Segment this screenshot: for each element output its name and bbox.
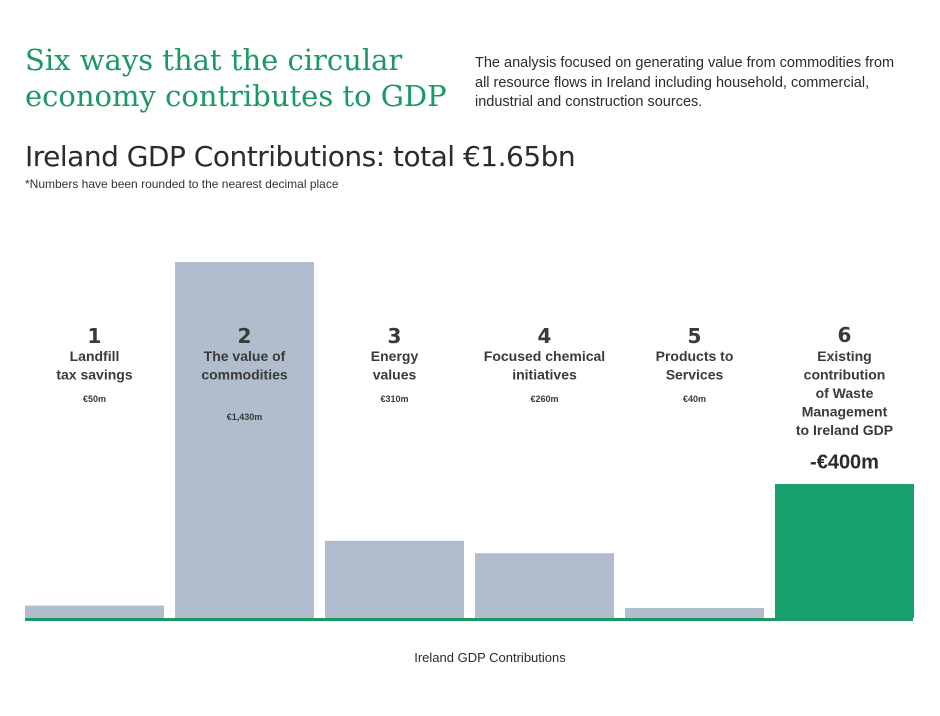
- category-label: commodities: [201, 367, 288, 383]
- chart-title: Ireland GDP Contributions: total €1.65bn: [25, 140, 576, 173]
- bar-2: [175, 262, 314, 618]
- bar-3: [325, 540, 464, 618]
- category-label: Existing: [817, 348, 871, 364]
- category-label: Landfill: [70, 348, 120, 364]
- value-label: €1,430m: [227, 412, 263, 422]
- category-number: 3: [388, 324, 402, 348]
- category-label: Energy: [371, 348, 419, 364]
- value-label: €260m: [530, 394, 558, 404]
- value-label: €50m: [83, 394, 106, 404]
- category-number: 4: [538, 324, 552, 348]
- bar-1: [25, 605, 164, 618]
- x-axis-title: Ireland GDP Contributions: [414, 650, 566, 665]
- category-label: tax savings: [56, 367, 132, 383]
- category-number: 1: [88, 324, 102, 348]
- intro-text: The analysis focused on generating value…: [475, 55, 895, 110]
- category-label: initiatives: [512, 367, 577, 383]
- category-label: Focused chemical: [484, 348, 605, 364]
- x-axis-line: [25, 618, 913, 621]
- category-label: Management: [802, 404, 888, 420]
- value-label: €40m: [683, 394, 706, 404]
- category-label: values: [373, 367, 417, 383]
- headline: Six ways that the circular economy contr…: [25, 43, 447, 113]
- value-label: €310m: [380, 394, 408, 404]
- value-label: -€400m: [810, 452, 879, 474]
- category-number: 2: [238, 324, 252, 348]
- category-number: 6: [838, 323, 852, 347]
- category-label: Services: [666, 367, 724, 383]
- category-number: 5: [688, 324, 702, 348]
- bar-6: [775, 484, 914, 618]
- category-label: Products to: [656, 348, 734, 364]
- bar-4: [475, 553, 614, 618]
- category-label: to Ireland GDP: [796, 422, 893, 438]
- category-label: contribution: [804, 367, 886, 383]
- bar-5: [625, 608, 764, 618]
- category-label: The value of: [204, 348, 286, 364]
- footnote: *Numbers have been rounded to the neares…: [25, 177, 339, 191]
- category-label: of Waste: [816, 385, 874, 401]
